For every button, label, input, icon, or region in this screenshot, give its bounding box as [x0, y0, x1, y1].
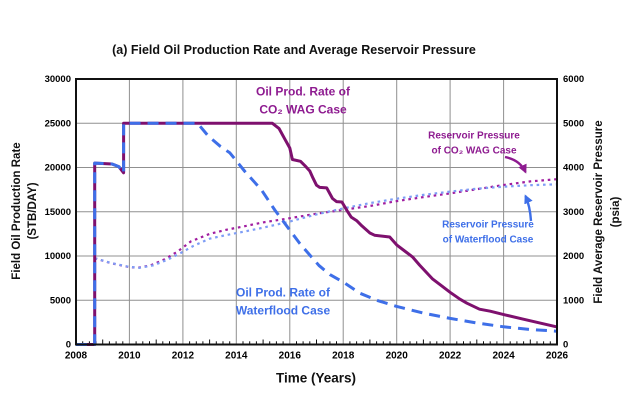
svg-text:6000: 6000 — [563, 74, 584, 85]
svg-text:10000: 10000 — [45, 251, 71, 262]
waterflood-rate-label: Oil Prod. Rate of Waterflood Case — [236, 285, 330, 320]
wag-pressure-label-line1: Reservoir Pressure — [428, 130, 520, 142]
svg-text:5000: 5000 — [50, 295, 71, 306]
svg-text:20000: 20000 — [45, 163, 71, 174]
svg-text:1000: 1000 — [563, 295, 584, 306]
left-axis-title-line2: (STB/DAY) — [27, 182, 39, 240]
svg-text:2008: 2008 — [65, 351, 88, 362]
plot-border — [75, 78, 558, 346]
svg-text:2026: 2026 — [546, 351, 569, 362]
wag-rate-label-line2: CO₂ WAG Case — [259, 102, 347, 116]
gridlines — [76, 79, 557, 345]
waterflood-rate-label-line2: Waterflood Case — [235, 303, 331, 317]
svg-text:2000: 2000 — [563, 251, 584, 262]
svg-text:2024: 2024 — [492, 351, 515, 362]
right-axis-tick-labels: 0 1000 2000 3000 4000 5000 6000 — [563, 74, 584, 351]
svg-text:2016: 2016 — [279, 351, 302, 362]
svg-text:30000: 30000 — [45, 74, 71, 85]
waterflood-pressure-label: Reservoir Pressure of Waterflood Case — [442, 219, 534, 248]
series-wag-rate — [76, 121, 558, 346]
right-axis-title: Field Average Reservoir Pressure (psia) — [591, 120, 625, 303]
right-axis-title-line2: (psia) — [610, 196, 622, 228]
wag-pressure-label: Reservoir Pressure of CO₂ WAG Case — [428, 130, 520, 159]
svg-text:2012: 2012 — [172, 351, 195, 362]
svg-text:2020: 2020 — [386, 351, 409, 362]
svg-text:0: 0 — [563, 340, 568, 351]
wag-pressure-arrow — [504, 155, 527, 174]
wag-pressure-label-line2: of CO₂ WAG Case — [431, 145, 517, 156]
wag-rate-label-line1: Oil Prod. Rate of — [255, 84, 351, 99]
svg-text:25000: 25000 — [45, 119, 71, 130]
svg-text:3000: 3000 — [563, 207, 584, 218]
svg-text:15000: 15000 — [45, 207, 71, 218]
svg-text:2018: 2018 — [332, 351, 355, 362]
right-axis-title-line1: Field Average Reservoir Pressure — [593, 120, 605, 304]
waterflood-pressure-label-line2: of Waterflood Case — [442, 234, 534, 245]
left-axis-title-line1: Field Oil Production Rate — [11, 142, 23, 280]
svg-text:4000: 4000 — [563, 163, 584, 174]
left-axis-tick-labels: 0 5000 10000 15000 20000 25000 30000 — [45, 74, 71, 351]
series-waterflood-rate — [76, 121, 558, 346]
waterflood-rate-label-line1: Oil Prod. Rate of — [235, 285, 330, 300]
svg-text:2022: 2022 — [439, 351, 462, 362]
svg-text:5000: 5000 — [563, 119, 584, 130]
svg-text:0: 0 — [66, 340, 71, 351]
waterflood-pressure-arrow — [524, 194, 533, 222]
left-axis-title: Field Oil Production Rate (STB/DAY) — [9, 142, 41, 279]
figure-title: (a) Field Oil Production Rate and Averag… — [112, 43, 476, 57]
svg-text:2014: 2014 — [225, 351, 248, 362]
svg-text:2010: 2010 — [118, 351, 141, 362]
x-axis-tick-labels: 2008 2010 2012 2014 2016 2018 2020 2022 2024 2026 — [65, 351, 569, 362]
x-axis-title: Time (Years) — [275, 370, 357, 386]
wag-rate-label: Oil Prod. Rate of CO₂ WAG Case — [256, 84, 350, 119]
waterflood-pressure-label-line1: Reservoir Pressure — [442, 219, 534, 231]
